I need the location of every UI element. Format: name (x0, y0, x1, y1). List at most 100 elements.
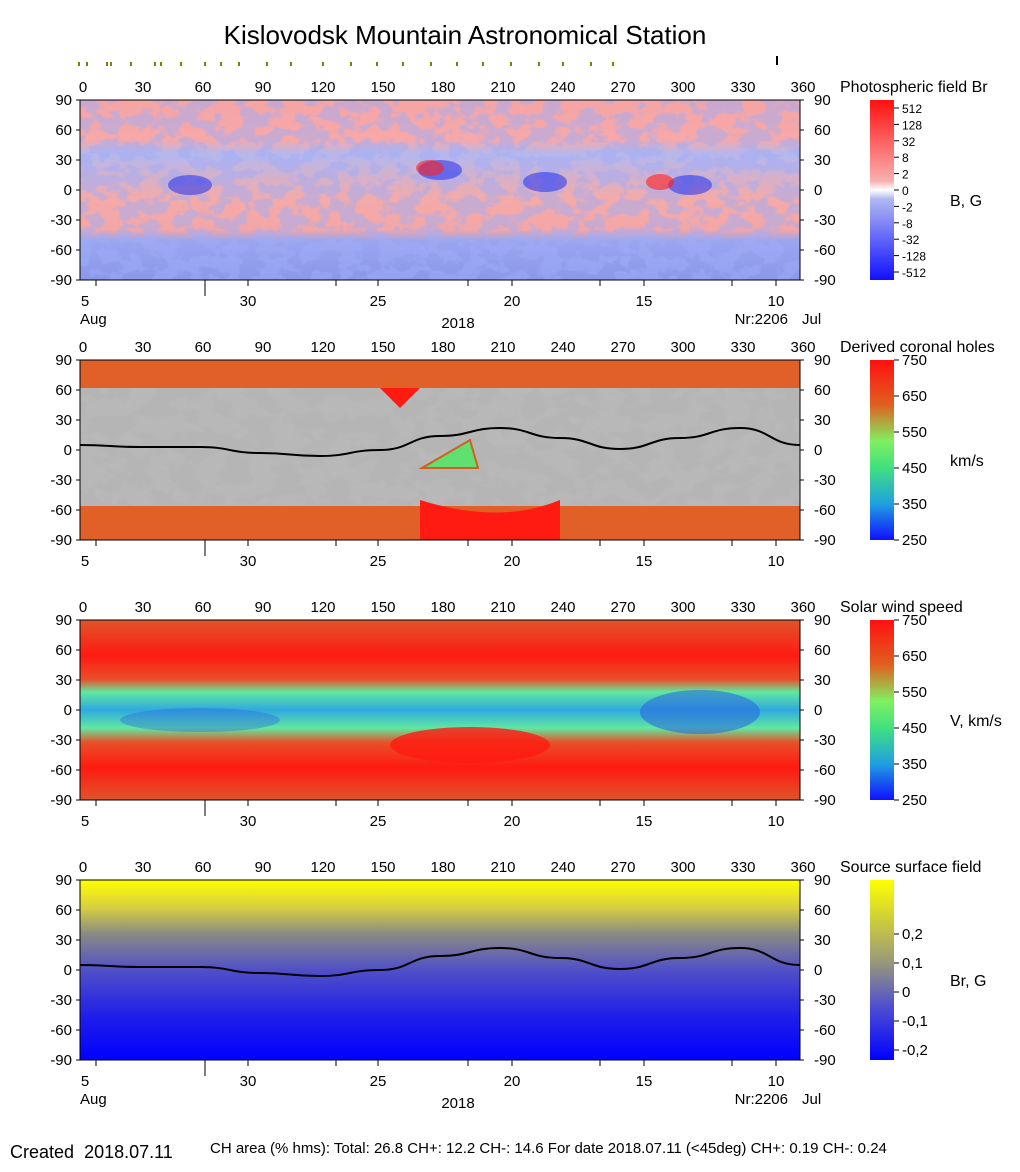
colorbar-label: -0,1 (902, 1013, 928, 1030)
lat-tick-label: -90 (50, 272, 72, 289)
colorbar-label: 550 (902, 684, 927, 701)
top-marker (538, 62, 540, 66)
lat-tick-label: -60 (50, 502, 72, 519)
lat-tick-label: 60 (55, 902, 72, 919)
lon-tick-label: 210 (490, 79, 515, 96)
year-label: 2018 (441, 315, 474, 332)
colorbar-label: 250 (902, 532, 927, 549)
lon-tick-label: 330 (730, 599, 755, 616)
top-marker (612, 62, 614, 66)
lon-tick-label: 210 (490, 599, 515, 616)
lon-tick-label: 90 (255, 859, 272, 876)
top-marker (220, 62, 222, 66)
lon-tick-label: 330 (730, 859, 755, 876)
active-region (668, 175, 712, 195)
date-tick-label: 15 (636, 1073, 653, 1090)
lat-tick-label: -30 (50, 472, 72, 489)
lat-tick-label: -60 (814, 502, 836, 519)
lat-tick-label: 0 (814, 442, 822, 459)
source-surface-colorbar (870, 880, 894, 1060)
top-marker (204, 62, 206, 66)
lon-tick-label: 120 (310, 599, 335, 616)
top-marker (482, 62, 484, 66)
rotation-label: Nr:2206 (735, 311, 788, 328)
lat-tick-label: 0 (64, 182, 72, 199)
lat-tick-label: 60 (814, 122, 831, 139)
lon-tick-label: 60 (195, 859, 212, 876)
active-region (168, 175, 212, 195)
current-marker (776, 56, 778, 65)
top-marker (86, 62, 88, 66)
lat-tick-label: -30 (814, 732, 836, 749)
colorbar-label: 450 (902, 720, 927, 737)
active-region (523, 172, 567, 192)
lon-tick-label: 150 (370, 859, 395, 876)
page-title: Kislovodsk Mountain Astronomical Station (223, 20, 707, 50)
lat-tick-label: 0 (814, 702, 822, 719)
lat-tick-label: 90 (55, 872, 72, 889)
lon-tick-label: 30 (135, 79, 152, 96)
lon-tick-label: 30 (135, 339, 152, 356)
top-marker (238, 62, 240, 66)
colorbar-label: 550 (902, 424, 927, 441)
lat-tick-label: 0 (64, 962, 72, 979)
colorbar-label: 750 (902, 352, 927, 369)
lon-tick-label: 300 (670, 79, 695, 96)
lon-tick-label: 270 (610, 599, 635, 616)
lat-tick-label: 90 (814, 92, 831, 109)
lon-tick-label: 150 (370, 599, 395, 616)
lon-tick-label: 240 (550, 599, 575, 616)
lon-tick-label: 210 (490, 859, 515, 876)
lon-tick-label: 120 (310, 339, 335, 356)
solar-wind-title: Solar wind speed (840, 599, 963, 616)
active-region (646, 174, 674, 190)
colorbar-label: 450 (902, 460, 927, 477)
colorbar-label: -0,2 (902, 1042, 928, 1059)
colorbar-label: 650 (902, 388, 927, 405)
coronal-hole-mid (418, 438, 480, 469)
colorbar-label: 8 (902, 151, 909, 165)
lat-tick-label: 90 (814, 612, 831, 629)
colorbar-label: 32 (902, 135, 916, 149)
lat-tick-label: -60 (50, 762, 72, 779)
lon-tick-label: 330 (730, 79, 755, 96)
top-marker (266, 62, 268, 66)
lat-tick-label: -90 (50, 1052, 72, 1069)
lat-tick-label: -60 (50, 1022, 72, 1039)
lon-tick-label: 90 (255, 79, 272, 96)
lat-tick-label: -60 (50, 242, 72, 259)
lon-tick-label: 330 (730, 339, 755, 356)
lat-tick-label: -60 (814, 762, 836, 779)
date-tick-label: 25 (370, 1073, 387, 1090)
lon-tick-label: 300 (670, 599, 695, 616)
colorbar-label: 650 (902, 648, 927, 665)
date-tick-label: 5 (81, 813, 89, 830)
lat-tick-label: -90 (814, 792, 836, 809)
photospheric-unit: B, G (950, 193, 982, 210)
lat-tick-label: -90 (50, 792, 72, 809)
lat-tick-label: 30 (814, 412, 831, 429)
lon-tick-label: 60 (195, 339, 212, 356)
created-label: Created 2018.07.11 (10, 1142, 173, 1162)
lon-tick-label: 300 (670, 339, 695, 356)
created-date: 2018.07.11 (84, 1142, 173, 1162)
colorbar-label: 0,2 (902, 926, 923, 943)
lat-tick-label: -30 (814, 992, 836, 1009)
lon-tick-label: 180 (430, 339, 455, 356)
lat-tick-label: -30 (50, 212, 72, 229)
colorbar-label: -2 (902, 200, 913, 214)
colorbar-label: 2 (902, 168, 909, 182)
lon-tick-label: 270 (610, 859, 635, 876)
month-left-label: Aug (80, 311, 107, 328)
lat-tick-label: -30 (50, 732, 72, 749)
lat-tick-label: 30 (55, 412, 72, 429)
top-marker (290, 62, 292, 66)
date-tick-label: 20 (504, 1073, 521, 1090)
date-tick-label: 20 (504, 293, 521, 310)
lon-tick-label: 240 (550, 339, 575, 356)
lon-tick-label: 240 (550, 79, 575, 96)
photospheric-title: Photospheric field Br (840, 79, 988, 96)
lat-tick-label: -30 (50, 992, 72, 1009)
date-tick-label: 30 (240, 293, 257, 310)
neutral-line (79, 426, 801, 458)
